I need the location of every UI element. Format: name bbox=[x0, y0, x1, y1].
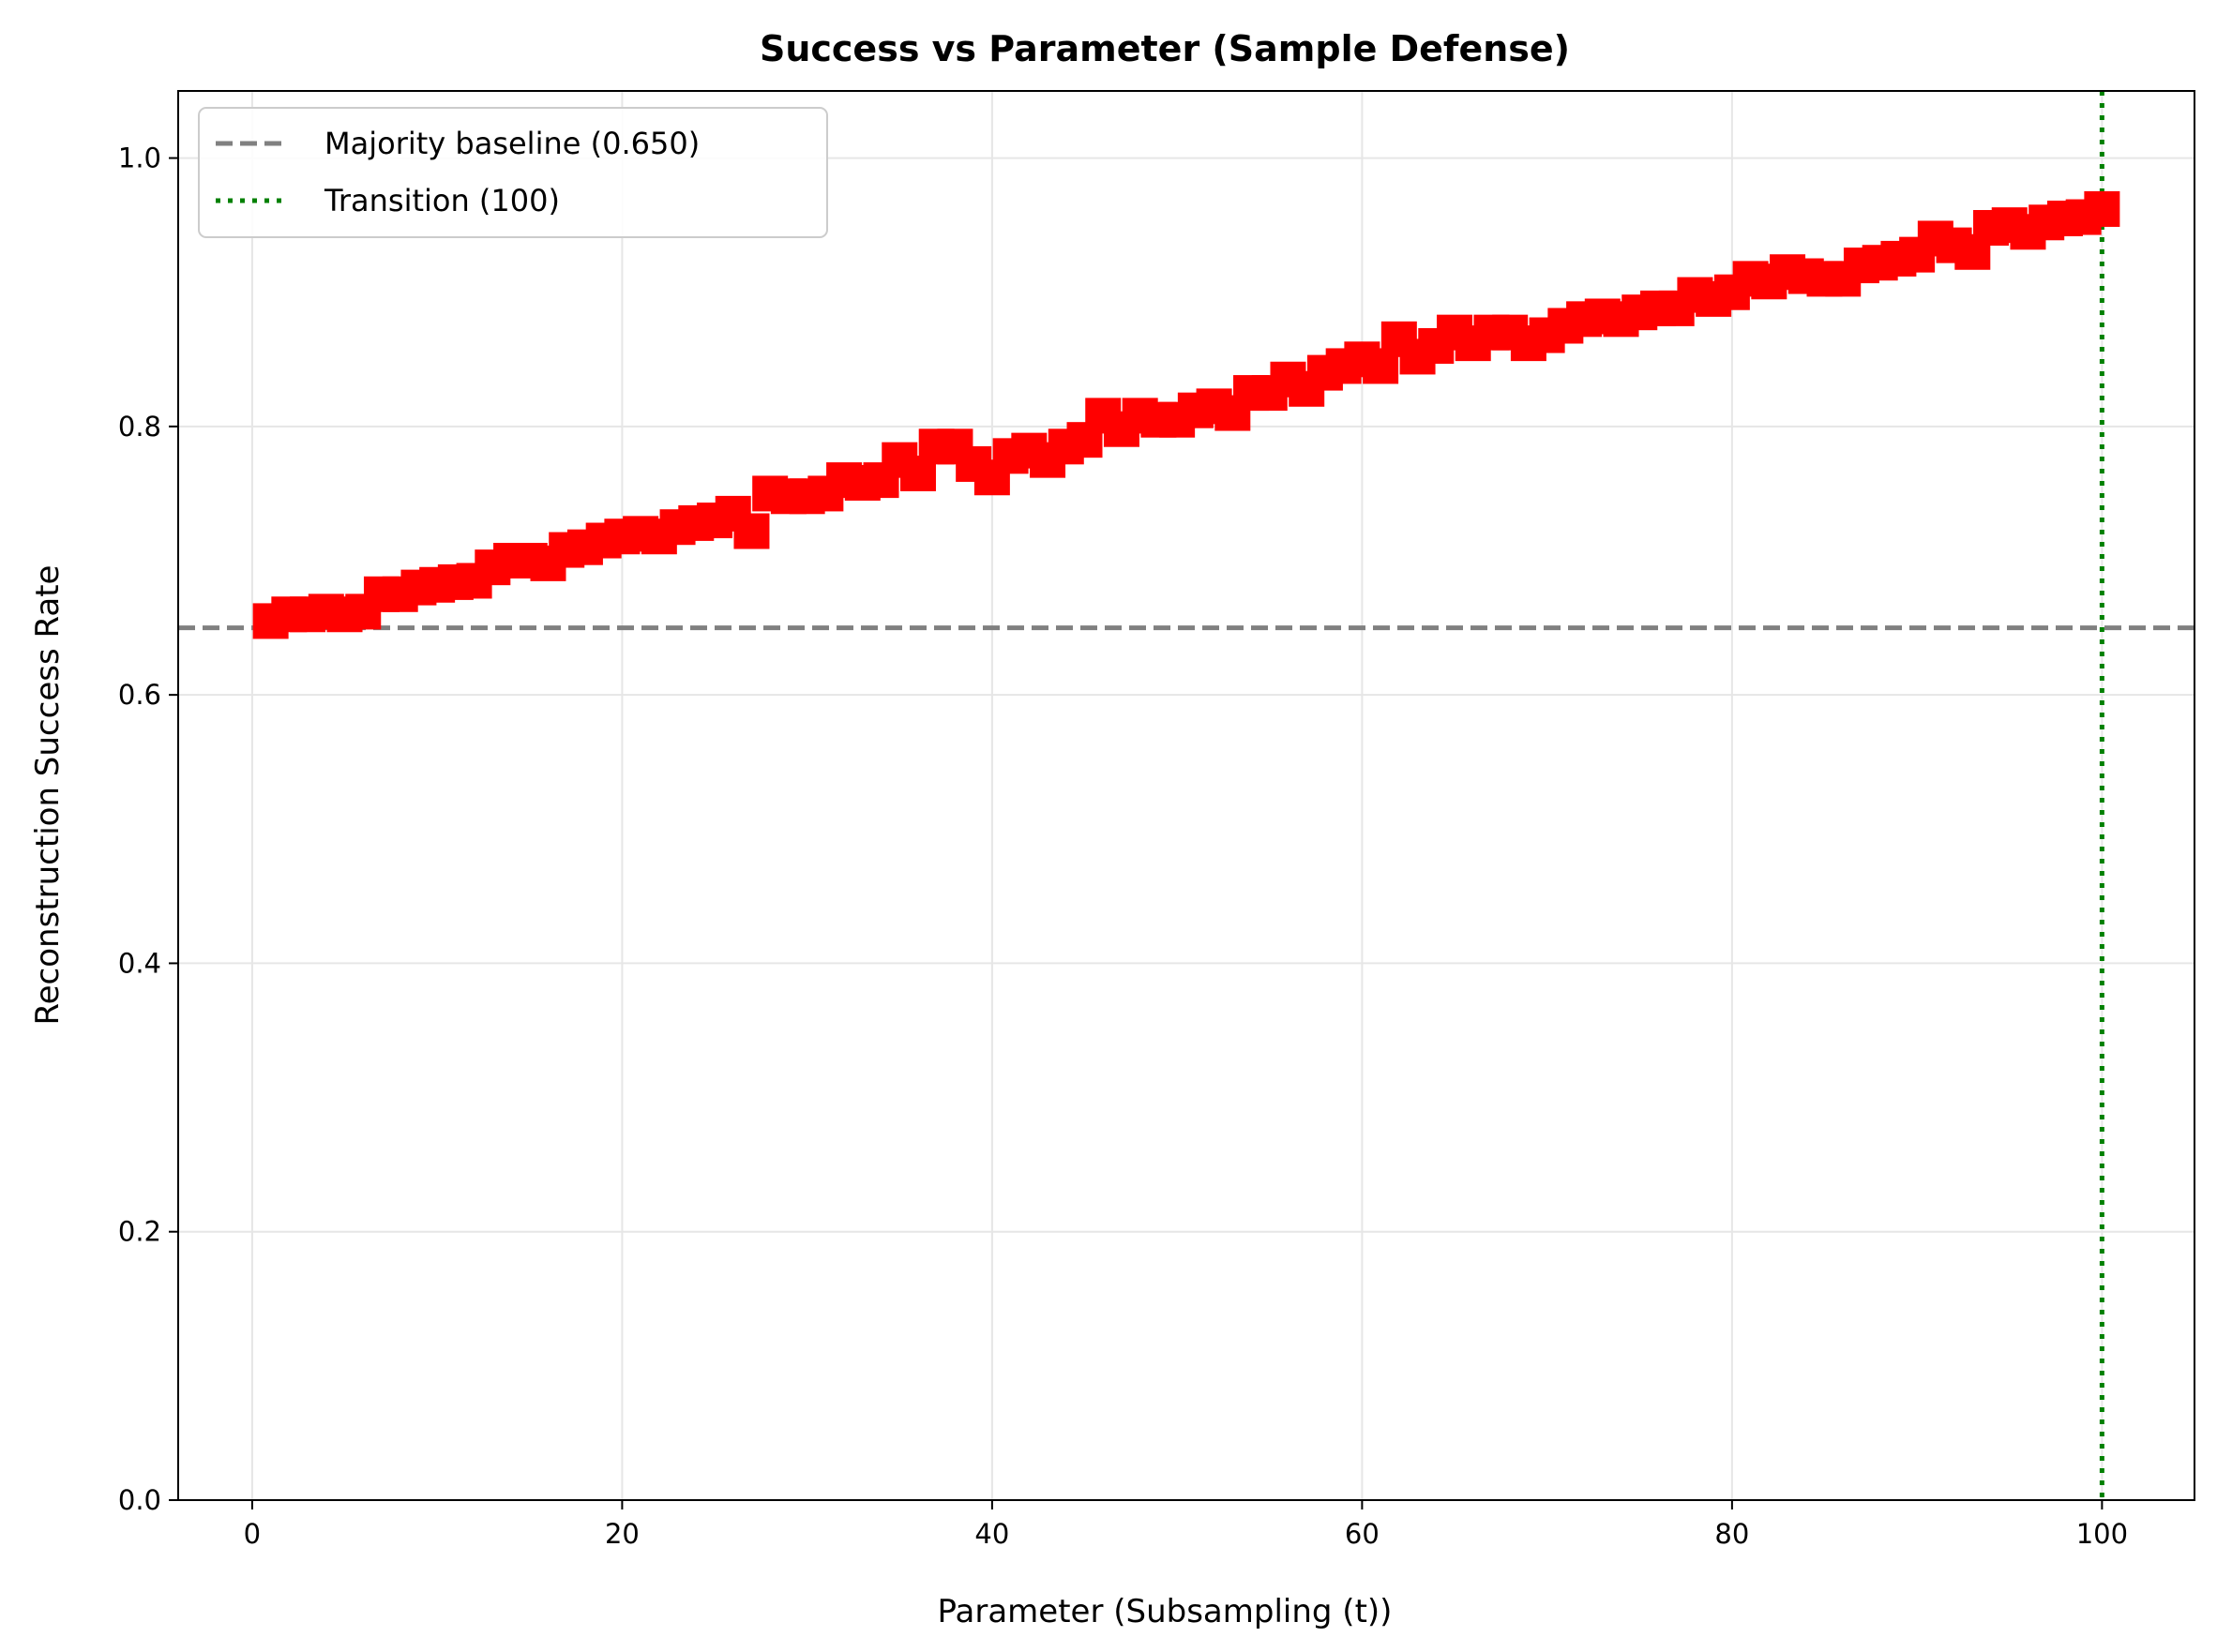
x-tick-label: 60 bbox=[1345, 1518, 1380, 1550]
x-tick-label: 20 bbox=[605, 1518, 640, 1550]
y-tick-label: 0.8 bbox=[118, 411, 161, 443]
x-tick-label: 40 bbox=[974, 1518, 1009, 1550]
x-axis-label: Parameter (Subsampling (t)) bbox=[938, 1593, 1393, 1630]
reference-lines bbox=[178, 91, 2194, 1500]
legend: Majority baseline (0.650) Transition (10… bbox=[198, 107, 828, 238]
legend-label-baseline: Majority baseline (0.650) bbox=[324, 126, 700, 161]
y-axis-label: Reconstruction Success Rate bbox=[29, 565, 67, 1026]
y-tick-label: 0.2 bbox=[118, 1216, 161, 1248]
plot-frame bbox=[177, 90, 2195, 1501]
data-point bbox=[733, 513, 770, 549]
legend-label-transition: Transition (100) bbox=[324, 183, 560, 218]
axis-ticks: 0 20 40 60 80 100 0.0 0.2 0.4 0.6 0.8 1.0 bbox=[118, 143, 2128, 1550]
legend-box bbox=[198, 107, 828, 238]
x-tick-label: 0 bbox=[244, 1518, 261, 1550]
series-markers bbox=[252, 190, 2120, 639]
y-tick-label: 1.0 bbox=[118, 143, 161, 174]
x-tick-label: 100 bbox=[2076, 1518, 2128, 1550]
y-tick-label: 0.6 bbox=[118, 679, 161, 711]
y-tick-label: 0.4 bbox=[118, 947, 161, 979]
x-tick-label: 80 bbox=[1714, 1518, 1749, 1550]
y-tick-label: 0.0 bbox=[118, 1484, 161, 1516]
data-point bbox=[2084, 190, 2120, 227]
grid bbox=[178, 91, 2194, 1501]
chart-title: Success vs Parameter (Sample Defense) bbox=[760, 28, 1570, 69]
